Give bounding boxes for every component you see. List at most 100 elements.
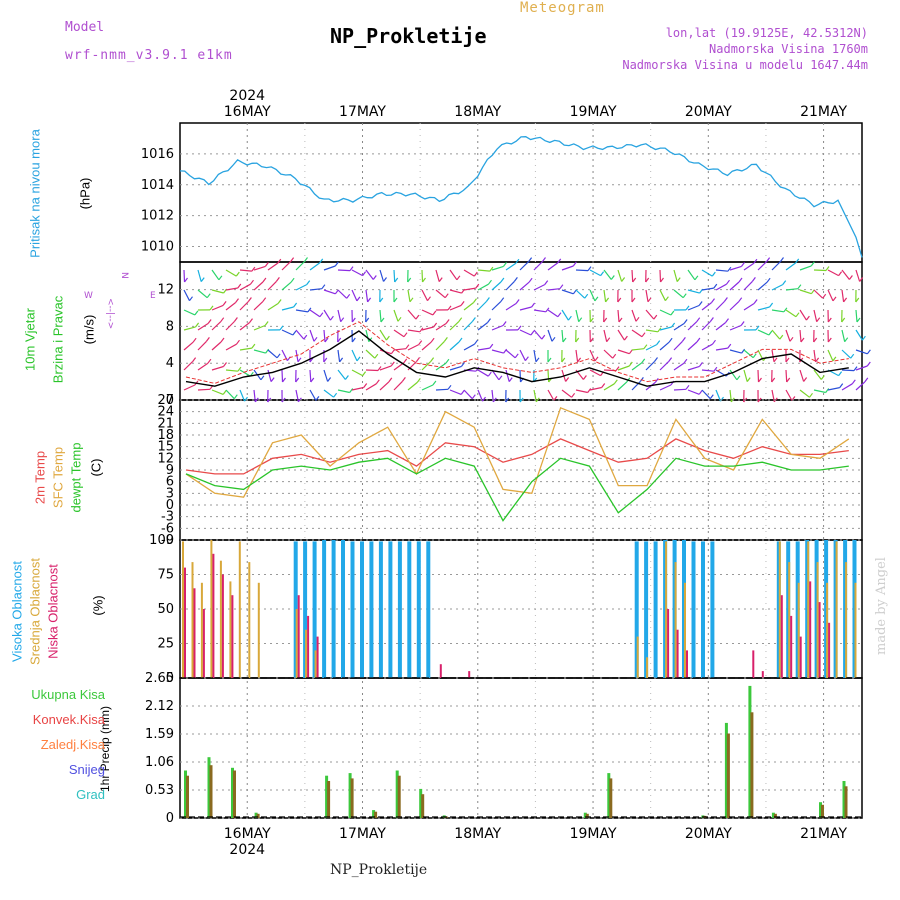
- wind-barb: [617, 309, 620, 323]
- wind-barb: [393, 309, 399, 322]
- wind-barb-flag: [394, 277, 399, 283]
- wind-barb-flag: [380, 317, 385, 323]
- wind-barb-flag: [407, 277, 412, 283]
- wind-barb: [799, 389, 810, 398]
- cloud-low-bar: [468, 671, 471, 678]
- bottom-date-label: 17MAY: [339, 826, 386, 842]
- wind-barb: [505, 280, 515, 291]
- wind-barb: [561, 329, 564, 343]
- wind-barb-flag: [249, 318, 253, 323]
- wind-barb: [239, 283, 251, 291]
- wind-barb: [589, 289, 596, 302]
- wind-barb: [799, 329, 802, 343]
- wind-barb-flag: [542, 257, 546, 262]
- precip-conv-bar: [209, 765, 213, 818]
- cloud-mid-bar: [219, 560, 222, 678]
- wind-barb: [197, 289, 208, 299]
- wind-barb-flag: [194, 310, 199, 316]
- cloud-high-bar: [644, 541, 649, 678]
- wind-barb-flag: [419, 327, 424, 333]
- wind-barb: [477, 283, 489, 291]
- wind-barb: [645, 361, 655, 371]
- wind-barb: [589, 386, 602, 391]
- wind-barb-flag: [254, 397, 259, 403]
- wind-barb: [687, 269, 696, 281]
- wind-barb-flag: [503, 262, 507, 267]
- wind-barb: [407, 289, 411, 302]
- wind-barb: [771, 329, 781, 340]
- wind-barb-flag: [827, 317, 832, 323]
- wind-barb-flag: [736, 375, 741, 381]
- wind-barb-flag: [780, 257, 784, 262]
- wind-barb: [253, 324, 266, 331]
- wind-barb: [771, 261, 781, 271]
- wind-barb-flag: [618, 317, 623, 323]
- wind-barb: [421, 341, 432, 351]
- wind-barb-flag: [841, 317, 846, 323]
- cloud-mid-bar: [778, 541, 781, 678]
- wind-barb: [449, 365, 462, 371]
- wind-barb: [743, 280, 753, 291]
- wind-barb-flag: [487, 371, 492, 377]
- wind-barb: [505, 302, 517, 311]
- wind-barb-flag: [489, 343, 494, 349]
- wind-barb: [575, 289, 586, 299]
- wind-barb-flag: [839, 383, 844, 388]
- wind-barb: [379, 365, 392, 371]
- cloud-low-bar: [439, 664, 442, 678]
- wind-barb-flag: [430, 357, 435, 362]
- wind-barb-flag: [471, 317, 476, 322]
- wind-barb-flag: [262, 297, 267, 303]
- wind-barb: [743, 302, 755, 311]
- wind-tick-label: 8: [166, 319, 174, 334]
- wind-barb-flag: [825, 388, 830, 393]
- precip-total-bar: [372, 810, 376, 818]
- wind-barb-flag: [671, 322, 676, 328]
- precipitation-tick-label: 1.59: [145, 727, 174, 742]
- wind-barb-flag: [565, 377, 570, 382]
- wind-barb: [785, 329, 791, 342]
- wind-barb: [337, 309, 342, 322]
- wind-unit: (m/s): [81, 314, 97, 345]
- wind-barb-flag: [696, 317, 701, 323]
- wind-barb-flag: [514, 353, 519, 359]
- wind-barb: [813, 389, 826, 394]
- wind-barb: [407, 329, 420, 333]
- cloud-low-bar: [307, 615, 310, 678]
- wind-barb: [701, 269, 713, 277]
- wind-barb: [421, 326, 434, 331]
- wind-barb: [449, 289, 462, 294]
- cloud-mid-bar: [835, 541, 838, 678]
- wind-barb-flag: [351, 337, 356, 343]
- wind-barb: [211, 389, 224, 395]
- cloud-low-bar: [752, 650, 755, 678]
- cloud-mid-bar: [182, 541, 184, 678]
- wind-barb: [239, 347, 252, 351]
- wind-barb-flag: [275, 277, 280, 282]
- wind-barb: [309, 389, 317, 401]
- cloud-low-bar: [809, 581, 812, 678]
- cloud-mid-bar: [684, 582, 686, 678]
- wind-barb-flag: [290, 277, 295, 283]
- wind-barb-flag: [816, 317, 821, 323]
- wind-barb: [813, 289, 824, 299]
- wind-barb: [631, 329, 643, 338]
- wind-barb-flag: [473, 298, 477, 303]
- bottom-date-label: 19MAY: [570, 826, 617, 842]
- wind-barb: [841, 369, 855, 372]
- wind-barb-flag: [393, 297, 398, 303]
- wind-barb: [631, 309, 637, 322]
- wind-barb: [729, 301, 740, 311]
- cloud-low-bar: [676, 629, 679, 678]
- wind-barb-flag: [367, 297, 372, 303]
- wind-barb-flag: [740, 321, 745, 326]
- wind-barb: [673, 289, 684, 299]
- wind-barb-flag: [304, 257, 308, 262]
- chart-title: NP_Prokletije: [330, 24, 487, 48]
- wind-barb: [701, 321, 711, 331]
- wind-barb-flag: [572, 261, 577, 267]
- bottom-date-label: 20MAY: [685, 826, 732, 842]
- wind-barb-flag: [236, 339, 240, 345]
- wind-barb-flag: [409, 297, 414, 303]
- cloud-high-bar: [378, 541, 383, 678]
